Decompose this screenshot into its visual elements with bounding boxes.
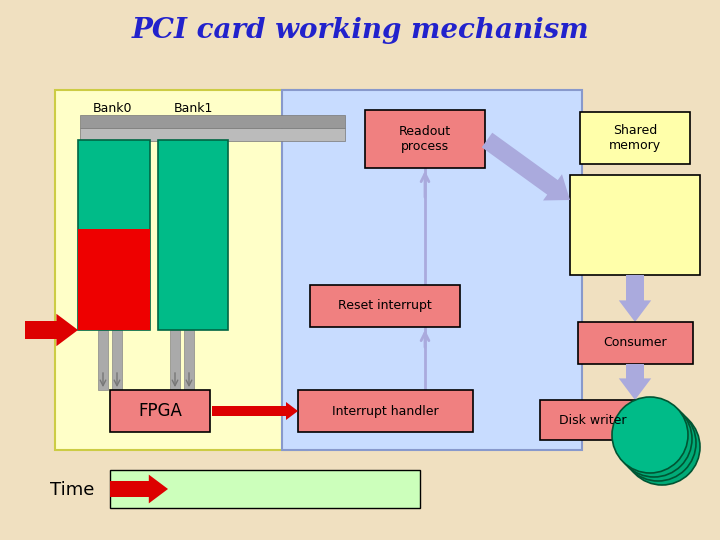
Polygon shape bbox=[482, 133, 570, 200]
Polygon shape bbox=[25, 314, 78, 346]
Text: Bank0: Bank0 bbox=[94, 102, 132, 115]
Text: Disk writer: Disk writer bbox=[559, 414, 626, 427]
Text: PCI card working mechanism: PCI card working mechanism bbox=[131, 17, 589, 44]
Bar bbox=[298, 390, 473, 432]
Bar bbox=[80, 128, 345, 141]
Bar bbox=[578, 322, 693, 364]
Text: Bank1: Bank1 bbox=[174, 102, 212, 115]
Bar bbox=[184, 330, 194, 390]
Text: Shared
memory: Shared memory bbox=[609, 124, 661, 152]
Text: Consumer: Consumer bbox=[603, 336, 667, 349]
Text: FPGA: FPGA bbox=[138, 402, 182, 420]
Text: Readout
process: Readout process bbox=[399, 125, 451, 153]
Bar bbox=[110, 470, 420, 508]
Circle shape bbox=[620, 405, 696, 481]
Text: Interrupt handler: Interrupt handler bbox=[332, 404, 438, 417]
Polygon shape bbox=[618, 275, 651, 322]
Bar bbox=[78, 230, 150, 330]
Polygon shape bbox=[618, 364, 651, 400]
Circle shape bbox=[612, 397, 688, 473]
Bar bbox=[365, 110, 485, 168]
Bar bbox=[112, 330, 122, 390]
Text: Reset interrupt: Reset interrupt bbox=[338, 300, 432, 313]
Bar bbox=[158, 140, 228, 330]
Bar bbox=[540, 400, 645, 440]
Bar bbox=[110, 390, 210, 432]
Bar bbox=[170, 330, 180, 390]
Bar bbox=[310, 285, 460, 327]
Bar bbox=[55, 90, 307, 450]
Bar bbox=[78, 140, 150, 330]
Bar bbox=[80, 115, 345, 128]
Bar bbox=[98, 330, 108, 390]
Bar bbox=[570, 175, 700, 275]
Polygon shape bbox=[212, 402, 298, 420]
Bar bbox=[282, 90, 582, 450]
Text: Time: Time bbox=[50, 481, 94, 499]
Polygon shape bbox=[110, 475, 168, 503]
Circle shape bbox=[616, 401, 692, 477]
Bar bbox=[580, 112, 690, 164]
Circle shape bbox=[624, 409, 700, 485]
